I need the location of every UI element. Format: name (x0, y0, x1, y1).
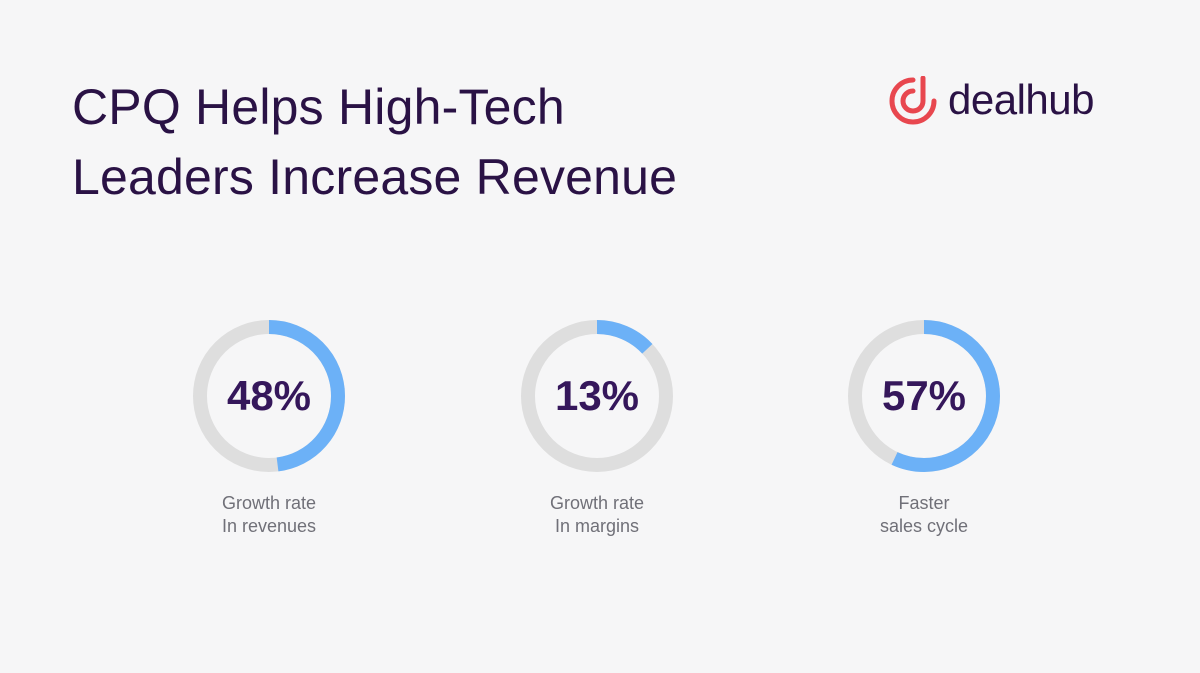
stat-caption-line-1: Growth rate (549, 493, 645, 513)
progress-ring: 48% (189, 316, 349, 476)
logo-mark-inner-arc (900, 76, 926, 114)
page-title: CPQ Helps High-Tech Leaders Increase Rev… (72, 72, 677, 212)
progress-ring-svg (193, 320, 345, 472)
stat-revenue-growth: 48% Growth rate In revenues (159, 316, 379, 538)
stat-caption: Growth rate In margins (487, 492, 707, 538)
progress-ring-svg (521, 320, 673, 472)
stat-caption: Faster sales cycle (814, 492, 1034, 538)
stat-sales-cycle: 57% Faster sales cycle (814, 316, 1034, 538)
stat-caption: Growth rate In revenues (159, 492, 379, 538)
stat-margin-growth: 13% Growth rate In margins (487, 316, 707, 538)
logo-wordmark: dealhub (948, 76, 1094, 123)
progress-ring: 57% (844, 316, 1004, 476)
progress-ring: 13% (517, 316, 677, 476)
dealhub-logo: dealhub (888, 74, 1094, 130)
stat-value: 13% (554, 372, 640, 419)
stat-caption-line-2: In margins (554, 516, 640, 536)
stats-row: 48% Growth rate In revenues 13% Growth r… (0, 316, 1200, 546)
stat-caption-line-2: sales cycle (879, 516, 969, 536)
ring-fill-arc (521, 320, 673, 472)
stat-caption-line-2: In revenues (221, 516, 317, 536)
title-line-2: Leaders Increase Revenue (72, 149, 678, 205)
logo-mark-outer-arc (889, 77, 937, 125)
stat-value: 57% (881, 372, 967, 419)
ring-fill-arc (848, 320, 1000, 472)
ring-fill-arc (193, 320, 345, 472)
stat-value: 48% (226, 372, 312, 419)
stat-caption-line-1: Growth rate (221, 493, 317, 513)
stat-caption-line-1: Faster (898, 493, 950, 513)
title-line-1: CPQ Helps High-Tech (72, 79, 565, 135)
dealhub-logo-mark-icon (889, 76, 937, 125)
progress-ring-svg (848, 320, 1000, 472)
